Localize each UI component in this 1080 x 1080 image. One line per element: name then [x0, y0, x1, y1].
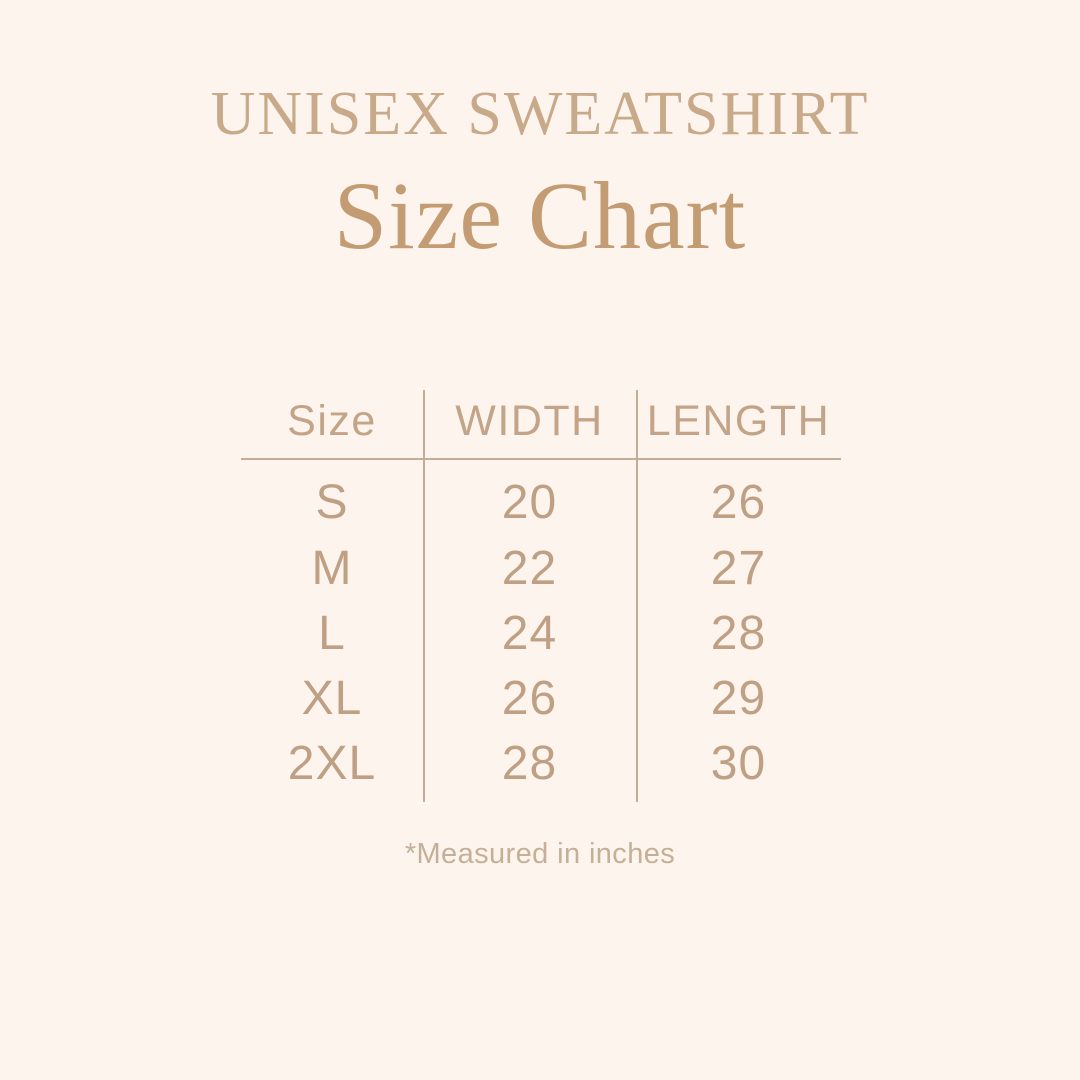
- table-row: M 22 27: [241, 536, 841, 602]
- cell-width: 22: [501, 542, 558, 595]
- measurement-note: *Measured in inches: [404, 838, 676, 870]
- page-title: Size Chart: [333, 162, 747, 269]
- cell-length: 26: [710, 476, 767, 529]
- cell-length: 30: [710, 737, 767, 790]
- cell-length: 29: [710, 672, 767, 725]
- table-row: XL 26 29: [241, 666, 841, 732]
- product-title: UNISEX SWEATSHIRT: [210, 80, 870, 148]
- header-divider: [241, 458, 841, 460]
- heading-block: UNISEX SWEATSHIRT Size Chart: [0, 78, 1080, 272]
- table-row: 2XL 28 30: [241, 731, 841, 797]
- cell-size: L: [318, 607, 346, 660]
- cell-size: XL: [301, 672, 363, 725]
- column-divider-2: [636, 390, 638, 802]
- cell-length: 27: [710, 542, 767, 595]
- cell-width: 20: [501, 476, 558, 529]
- cell-size: M: [311, 542, 353, 595]
- cell-length: 28: [710, 607, 767, 660]
- column-header-size: Size: [287, 397, 377, 445]
- cell-width: 28: [501, 737, 558, 790]
- cell-width: 26: [501, 672, 558, 725]
- cell-width: 24: [501, 607, 558, 660]
- table-row: L 24 28: [241, 601, 841, 667]
- column-header-width: WIDTH: [455, 397, 604, 445]
- size-chart-table: Size WIDTH LENGTH S 20 26 M 22 27 L 24 2…: [241, 386, 841, 802]
- table-grid: Size WIDTH LENGTH S 20 26 M 22 27 L 24 2…: [241, 386, 841, 802]
- table-header-row: Size WIDTH LENGTH: [241, 386, 841, 456]
- cell-size: 2XL: [287, 737, 377, 790]
- column-header-length: LENGTH: [646, 397, 831, 445]
- table-row: S 20 26: [241, 470, 841, 536]
- cell-size: S: [315, 476, 349, 529]
- column-divider-1: [423, 390, 425, 802]
